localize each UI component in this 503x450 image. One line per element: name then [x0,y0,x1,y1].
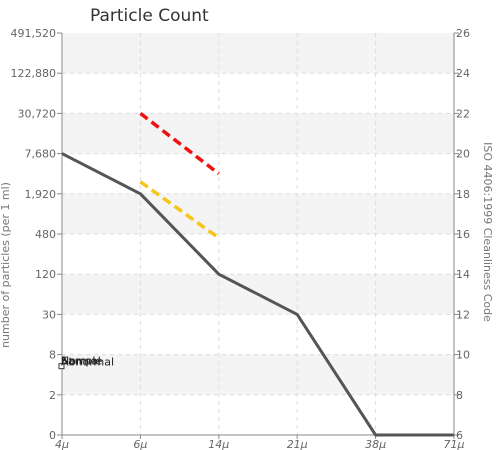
series-line-sample [61,152,454,437]
background-band [62,354,454,395]
x-tick-label: 6μ [133,438,147,450]
left-tick-label: 0 [49,429,56,442]
x-tick-label: 21μ [287,438,308,450]
x-tick-label: 14μ [208,438,229,450]
background-band [62,33,454,74]
series-line-normal [139,180,220,240]
legend-marker [58,363,65,370]
right-tick-label: 24 [456,67,470,80]
x-tick-label: 71μ [444,438,465,450]
right-tick-label: 22 [456,107,470,120]
legend-label: Abnormal [61,355,114,368]
series-line-abnormal [139,112,220,176]
x-tick-label: 4μ [55,438,69,450]
right-tick-label: 8 [456,389,463,402]
left-tick-label: 480 [35,228,56,241]
right-tick-label: 26 [456,27,470,40]
legend-label: Sample [61,355,102,368]
grid-lines [62,33,454,435]
data-series [61,112,454,437]
left-tick-label: 120 [35,268,56,281]
background-band [62,193,454,234]
left-tick-label: 491,520 [11,27,57,40]
right-tick-label: 12 [456,308,470,321]
right-tick-label: 14 [456,268,470,281]
x-tick-label: 38μ [365,438,386,450]
legend-label: Normal [61,355,101,368]
left-tick-label: 30,720 [18,107,57,120]
background-band [62,113,454,154]
left-tick-label: 30 [42,308,56,321]
right-tick-label: 18 [456,188,470,201]
right-tick-label: 10 [456,349,470,362]
tick-labels: 0 6 2 8 8 10 30 12 120 14 480 16 1,920 18 7,680 20 30,72… [11,27,471,450]
right-axis-title: ISO 4406:1999 Cleanliness Code [481,142,494,322]
right-tick-label: 16 [456,228,470,241]
chart-title: Particle Count [90,6,209,26]
left-tick-label: 8 [49,349,56,362]
left-tick-label: 122,880 [11,67,57,80]
plot-background-bands [62,33,454,395]
left-tick-label: 7,680 [25,148,57,161]
left-axis-title: number of particles (per 1 ml) [0,182,12,348]
right-tick-label: 6 [456,429,463,442]
right-tick-label: 20 [456,148,470,161]
left-tick-label: 1,920 [25,188,57,201]
left-tick-label: 2 [49,389,56,402]
